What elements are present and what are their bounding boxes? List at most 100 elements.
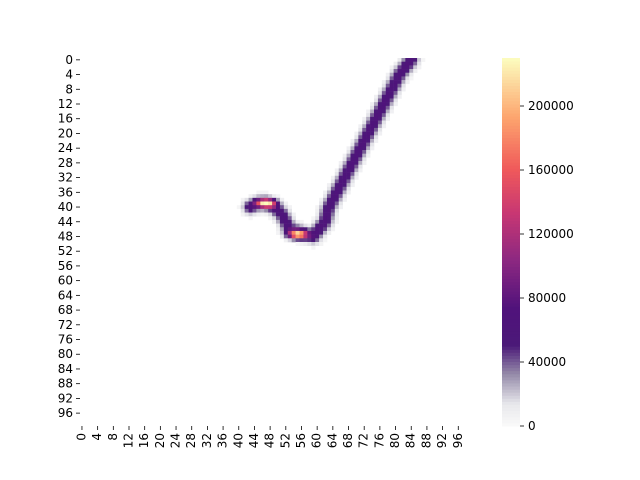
heatmap-cell xyxy=(256,194,261,199)
colorbar-segment xyxy=(502,380,520,384)
heatmap-cell xyxy=(350,168,355,173)
heatmap-cell xyxy=(330,227,336,232)
heatmap-cell xyxy=(338,183,343,188)
colorbar-segment xyxy=(502,300,520,304)
heatmap-cell xyxy=(409,65,414,70)
heatmap-cell xyxy=(276,201,281,206)
heatmap-cell xyxy=(283,201,289,206)
colorbar-segment xyxy=(502,140,520,145)
heatmap-cell xyxy=(252,197,257,202)
heatmap-cell xyxy=(401,83,406,88)
heatmap-cell xyxy=(354,135,359,140)
y-tick-label: 36 xyxy=(58,185,73,199)
heatmap-cell xyxy=(323,234,328,239)
colorbar-segment xyxy=(502,275,520,280)
heatmap-cell xyxy=(377,98,383,103)
colorbar-tick-label: 40000 xyxy=(528,355,566,369)
heatmap-cell xyxy=(279,230,285,235)
heatmap-cell xyxy=(338,172,343,177)
colorbar-segment xyxy=(502,361,520,366)
heatmap-cell xyxy=(385,116,390,121)
heatmap-cell xyxy=(346,153,351,158)
heatmap-cell xyxy=(346,150,351,154)
y-tick-label: 44 xyxy=(58,215,73,229)
colorbar-segment xyxy=(502,156,520,160)
heatmap-cell xyxy=(330,186,336,191)
heatmap-cell xyxy=(330,197,336,202)
y-tick-label: 96 xyxy=(58,406,73,420)
heatmap-cell xyxy=(358,150,363,154)
heatmap-cell xyxy=(244,201,249,206)
heatmap-cell xyxy=(350,172,355,177)
heatmap-cell xyxy=(311,223,316,228)
heatmap-cell xyxy=(323,216,328,221)
colorbar-segment xyxy=(502,143,520,148)
heatmap-cell xyxy=(256,197,261,202)
heatmap-cell xyxy=(326,194,332,199)
heatmap-cell xyxy=(366,113,371,118)
heatmap-cell xyxy=(389,65,394,70)
x-tick-label: 8 xyxy=(106,433,120,441)
heatmap-cell xyxy=(287,234,292,239)
heatmap-cell xyxy=(417,61,422,66)
heatmap-cell xyxy=(354,164,359,169)
heatmap-cell xyxy=(279,219,285,224)
heatmap-cell xyxy=(370,102,375,107)
heatmap-cell xyxy=(377,91,383,96)
colorbar-segment xyxy=(502,364,520,369)
heatmap-cell xyxy=(315,227,320,232)
heatmap-cell xyxy=(393,94,398,99)
heatmap-cell xyxy=(276,216,281,221)
heatmap-cell xyxy=(358,161,363,166)
colorbar-segment xyxy=(502,309,520,313)
y-tick-label: 56 xyxy=(58,259,73,273)
heatmap-cell xyxy=(287,212,292,217)
heatmap-cell xyxy=(374,131,379,136)
heatmap-cell xyxy=(334,179,340,184)
heatmap-cell xyxy=(291,234,296,239)
heatmap-cell xyxy=(252,208,257,213)
heatmap-cell xyxy=(377,124,383,129)
heatmap-cell xyxy=(268,216,273,221)
colorbar-tick-label: 160000 xyxy=(528,163,574,177)
heatmap-cell xyxy=(366,153,371,158)
heatmap-cell xyxy=(330,205,336,210)
heatmap-cell xyxy=(311,234,316,239)
heatmap-cell xyxy=(276,205,281,210)
heatmap-cell xyxy=(338,201,343,206)
heatmap-cell xyxy=(397,87,402,92)
heatmap-cell xyxy=(377,127,383,132)
heatmap-cell xyxy=(311,242,316,246)
heatmap-cell xyxy=(358,157,363,162)
heatmap-cell xyxy=(295,227,300,232)
colorbar-segment xyxy=(502,134,520,139)
heatmap-cell xyxy=(240,201,245,206)
colorbar-segment xyxy=(502,334,520,338)
colorbar-segment xyxy=(502,383,520,387)
heatmap-cell xyxy=(358,146,363,151)
heatmap-cell xyxy=(260,208,265,213)
heatmap-cell xyxy=(326,186,332,191)
heatmap-cell xyxy=(370,120,375,125)
heatmap-cell xyxy=(260,205,265,210)
heatmap-cell xyxy=(299,219,304,224)
heatmap-cell xyxy=(323,227,328,232)
heatmap-cell xyxy=(311,216,316,221)
colorbar-segment xyxy=(502,416,520,421)
heatmap-cell xyxy=(358,131,363,136)
heatmap-cell xyxy=(338,179,343,184)
heatmap-cell xyxy=(393,102,398,107)
heatmap-cell xyxy=(279,197,285,202)
heatmap-cell xyxy=(303,234,308,239)
heatmap-cell xyxy=(338,161,343,166)
heatmap-cell xyxy=(272,201,277,206)
heatmap-cell xyxy=(279,227,285,232)
heatmap-cell xyxy=(389,83,394,88)
heatmap-cell xyxy=(370,109,375,114)
heatmap-cell xyxy=(342,153,347,158)
heatmap-cell xyxy=(248,205,253,210)
colorbar-segment xyxy=(502,245,520,249)
heatmap-cell xyxy=(362,116,367,121)
heatmap-cell xyxy=(248,197,253,202)
heatmap-cell xyxy=(354,142,359,147)
